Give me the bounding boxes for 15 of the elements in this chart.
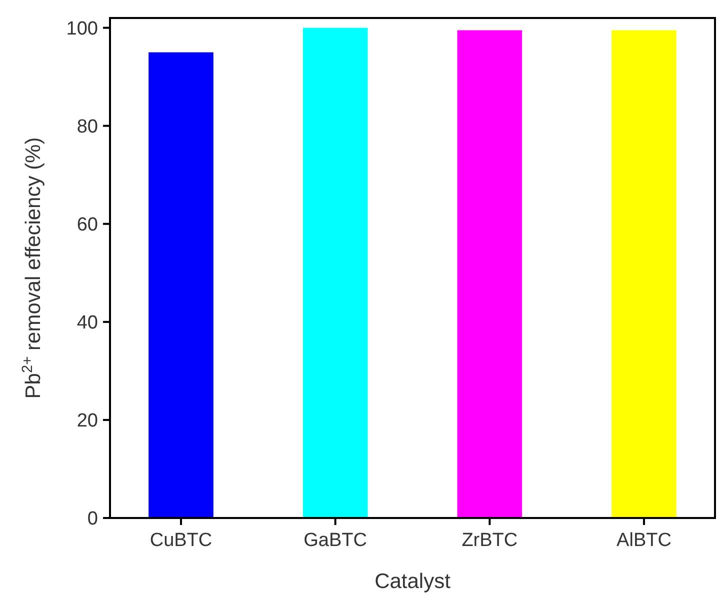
bar <box>148 52 214 518</box>
y-tick-label: 0 <box>87 508 98 530</box>
bar <box>457 30 522 518</box>
y-tick-label: 40 <box>76 312 98 334</box>
y-tick-label: 100 <box>66 18 98 40</box>
y-tick-label: 60 <box>76 214 98 236</box>
x-axis-title: Catalyst <box>374 570 451 593</box>
y-tick-label: 20 <box>76 410 98 432</box>
x-tick-label: GaBTC <box>304 530 368 551</box>
x-tick-label: ZrBTC <box>462 530 518 551</box>
bar <box>302 28 368 518</box>
x-tick-label: CuBTC <box>150 530 212 551</box>
y-tick-label: 80 <box>76 116 98 138</box>
bar <box>612 30 676 518</box>
x-tick-label: AlBTC <box>616 530 672 551</box>
